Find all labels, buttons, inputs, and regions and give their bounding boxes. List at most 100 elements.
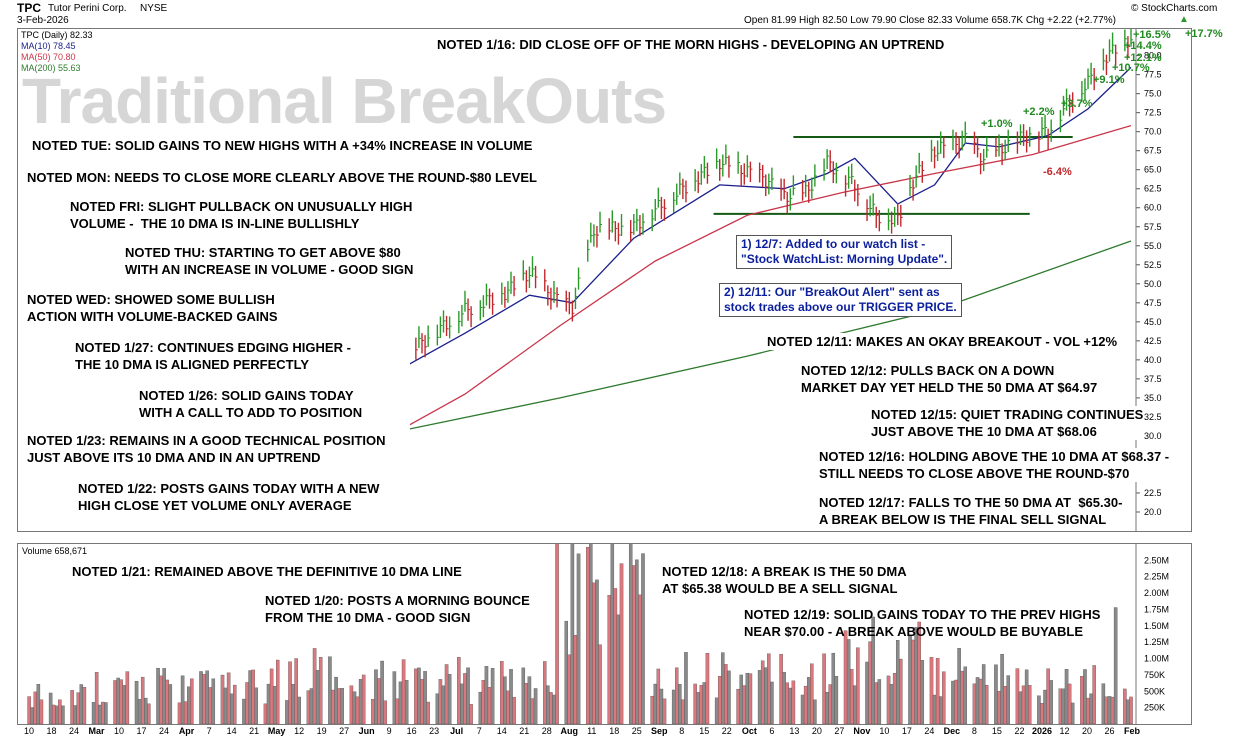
volume-bar [229, 693, 234, 725]
exchange-label: NYSE [140, 3, 168, 14]
x-tick-label: 12 [1059, 726, 1069, 736]
volume-bar [39, 699, 44, 725]
volume-bar [760, 660, 765, 725]
volume-bar [938, 696, 943, 725]
volume-bar [748, 673, 753, 725]
volume-bar [76, 692, 80, 725]
x-tick-label: 24 [159, 726, 169, 736]
volume-bar [377, 678, 381, 725]
note-1-26: NOTED 1/26: SOLID GAINS TODAY WITH A CAL… [139, 388, 363, 420]
volume-bar [285, 700, 289, 725]
volume-bar [383, 700, 387, 725]
x-tick-label: Aug [560, 726, 578, 736]
x-tick-label: 20 [812, 726, 822, 736]
volume-bar [435, 693, 440, 725]
volume-bar [779, 654, 783, 725]
volume-bar [361, 674, 366, 725]
volume-bar [355, 696, 360, 725]
volume-bar [233, 684, 237, 725]
volume-bar [251, 669, 255, 725]
volume-bar [585, 546, 590, 725]
volume-bar [223, 687, 228, 725]
volume-bar [417, 667, 421, 725]
volume-bar [205, 670, 209, 725]
volume-bar [785, 682, 789, 725]
y-tick-label: 40.0 [1144, 355, 1162, 365]
note-thu: NOTED THU: STARTING TO GET ABOVE $80 WIT… [125, 245, 414, 277]
volume-bar [48, 692, 53, 725]
y-tick-label: 52.5 [1144, 260, 1162, 270]
volume-bar [892, 673, 897, 725]
volume-bar [1018, 691, 1023, 725]
volume-bar [527, 676, 532, 725]
volume-bar [414, 668, 418, 725]
volume-bar [180, 675, 185, 725]
volume-bar [521, 667, 526, 725]
volume-bar [899, 658, 903, 725]
volume-bar [564, 620, 569, 725]
y-tick-label: 50.0 [1144, 279, 1162, 289]
volume-bar [576, 553, 581, 725]
volume-bar [487, 687, 492, 725]
volume-bar [144, 697, 148, 725]
volume-bar [220, 674, 225, 725]
volume-bar [315, 670, 320, 725]
x-tick-label: 24 [69, 726, 79, 736]
vol-tick-label: 2.25M [1144, 572, 1169, 582]
volume-bar [834, 676, 839, 725]
x-tick-label: 14 [497, 726, 507, 736]
note-12-19: NOTED 12/19: SOLID GAINS TODAY TO THE PR… [744, 607, 1101, 639]
note-mon: NOTED MON: NEEDS TO CLOSE MORE CLEARLY A… [27, 170, 537, 185]
volume-bar [1083, 669, 1087, 725]
volume-bar [208, 687, 212, 725]
volume-bar [186, 686, 191, 725]
y-tick-label: 47.5 [1144, 298, 1162, 308]
volume-bar [1092, 665, 1096, 725]
volume-bar [113, 680, 117, 725]
x-tick-label: 17 [902, 726, 912, 736]
x-tick-label: 10 [24, 726, 34, 736]
y-tick-label: 20.0 [1144, 507, 1162, 517]
x-tick-label: Mar [89, 726, 106, 736]
volume-bar [116, 677, 120, 725]
volume-bar [1003, 685, 1007, 725]
note-12-12: NOTED 12/12: PULLS BACK ON A DOWN MARKET… [801, 362, 1098, 396]
volume-bar [1104, 696, 1109, 725]
volume-bar [1015, 668, 1020, 725]
volume-bar [696, 692, 700, 725]
x-tick-label: 7 [207, 726, 212, 736]
volume-bar [813, 699, 817, 725]
x-tick-label: 20 [1082, 726, 1092, 736]
pct-label: +9.1% [1093, 74, 1125, 86]
x-tick-label: 9 [387, 726, 392, 736]
legend-ma200: MA(200) 55.63 [21, 63, 81, 73]
volume-bar [272, 686, 277, 725]
volume-bar [656, 668, 661, 725]
notes-backdrop [18, 128, 410, 526]
note-1-20: NOTED 1/20: POSTS A MORNING BOUNCE FROM … [265, 593, 530, 625]
volume-bar [269, 668, 274, 725]
volume-bar [312, 648, 317, 725]
volume-bar [592, 582, 596, 725]
volume-bar [162, 668, 166, 725]
volume-bar [1110, 696, 1115, 725]
volume-bar [831, 652, 836, 725]
note-1-27: NOTED 1/27: CONTINUES EDGING HIGHER - TH… [75, 340, 351, 372]
volume-bar [1043, 689, 1047, 725]
volume-bar [423, 671, 427, 725]
x-tick-label: 24 [924, 726, 934, 736]
volume-bar [254, 687, 259, 725]
y-tick-label: 72.5 [1144, 108, 1162, 118]
volume-bar [825, 691, 829, 725]
pct-label: +14.4% [1124, 40, 1162, 52]
volume-bar [770, 681, 774, 725]
volume-bar [963, 666, 968, 725]
volume-bar [30, 707, 34, 725]
volume-bar [1126, 699, 1130, 725]
volume-bar [595, 579, 599, 725]
volume-bar [1027, 685, 1032, 725]
x-tick-label: Apr [179, 726, 195, 736]
volume-bar [1070, 702, 1075, 725]
volume-bar [371, 699, 375, 725]
volume-bar [119, 679, 123, 725]
